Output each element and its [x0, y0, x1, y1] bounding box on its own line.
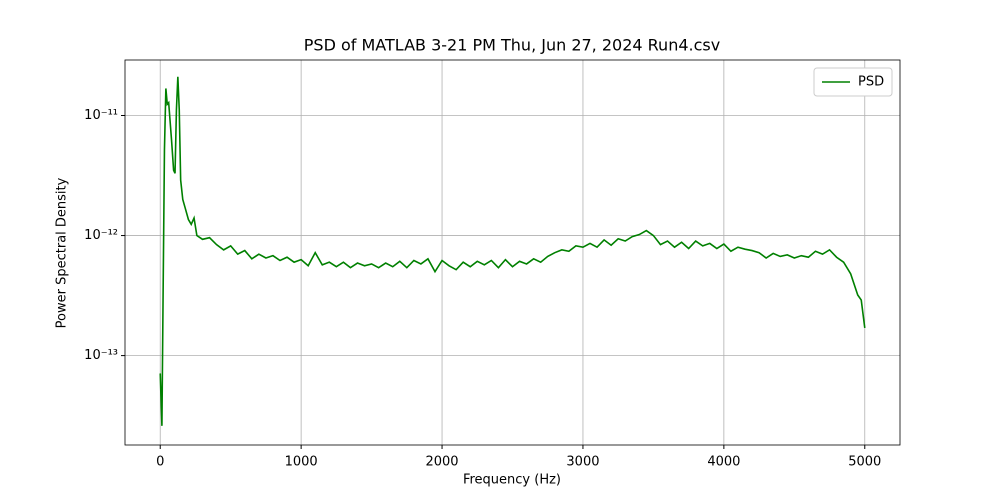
chart-title: PSD of MATLAB 3-21 PM Thu, Jun 27, 2024 … — [304, 36, 720, 55]
x-tick-label: 4000 — [707, 455, 740, 470]
x-axis-label: Frequency (Hz) — [463, 473, 561, 488]
data-line — [159, 76, 866, 426]
x-tick-label: 1000 — [285, 455, 318, 470]
y-axis-label: Power Spectral Density — [55, 177, 70, 328]
x-tick-label: 0 — [156, 455, 164, 470]
x-tick-label: 3000 — [566, 455, 599, 470]
y-tick-label: 10⁻¹² — [84, 228, 118, 243]
legend-label: PSD — [858, 75, 884, 90]
legend-box — [813, 67, 893, 97]
plot-frame — [124, 59, 901, 446]
y-tick-label: 10⁻¹¹ — [84, 108, 118, 123]
x-tick-label: 5000 — [848, 455, 881, 470]
y-tick-label: 10⁻¹³ — [84, 348, 118, 363]
x-tick-label: 2000 — [425, 455, 458, 470]
